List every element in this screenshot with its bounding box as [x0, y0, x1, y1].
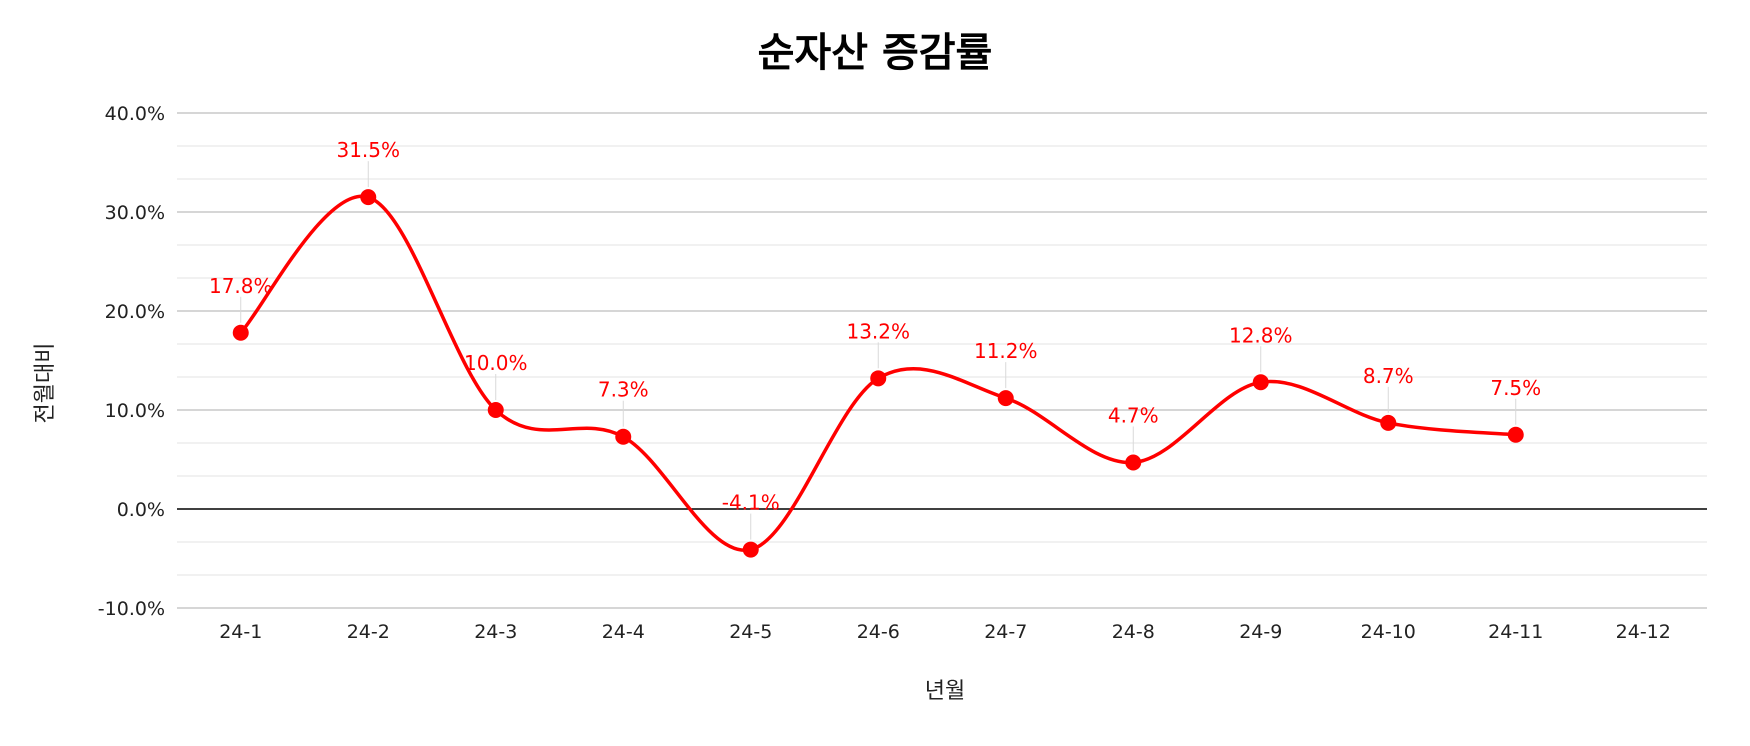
data-label: 8.7%: [1363, 364, 1414, 388]
data-point: [232, 324, 249, 341]
data-label: 4.7%: [1108, 403, 1159, 427]
data-point: [360, 189, 377, 206]
x-axis-label: 년월: [925, 679, 965, 704]
y-axis-label: 전월대비: [33, 343, 58, 424]
x-tick-label: 24-10: [1361, 621, 1416, 643]
data-point: [1380, 414, 1397, 431]
y-axis-ticks: -10.0% 0.0% 10.0% 20.0% 30.0% 40.0%: [98, 103, 165, 620]
gridlines: [177, 112, 1707, 609]
data-points: [232, 189, 1524, 558]
data-point: [997, 390, 1014, 407]
y-tick-label: 20.0%: [105, 301, 165, 323]
data-point: [1125, 454, 1142, 471]
x-tick-label: 24-6: [857, 621, 900, 643]
x-tick-label: 24-2: [347, 621, 390, 643]
y-tick-label: 30.0%: [105, 202, 165, 224]
data-point: [742, 541, 759, 558]
chart-title: 순자산 증감률: [758, 30, 993, 76]
y-tick-label: 40.0%: [105, 103, 165, 125]
data-label: 7.5%: [1490, 376, 1541, 400]
data-label: -4.1%: [722, 491, 780, 515]
data-label: 10.0%: [464, 351, 528, 375]
y-tick-label: -10.0%: [98, 598, 165, 620]
x-tick-label: 24-4: [602, 621, 645, 643]
data-point: [615, 428, 632, 445]
data-label: 12.8%: [1229, 323, 1293, 347]
data-label: 17.8%: [209, 274, 273, 298]
label-leaders: [240, 161, 1517, 540]
x-tick-label: 24-12: [1616, 621, 1671, 643]
data-point: [1252, 374, 1269, 391]
x-tick-label: 24-5: [729, 621, 772, 643]
x-tick-label: 24-1: [219, 621, 262, 643]
data-labels: 17.8% 31.5% 10.0% 7.3% -4.1% 13.2% 11.2% 4.7% 12…: [209, 138, 1541, 514]
x-tick-label: 24-9: [1239, 621, 1282, 643]
data-point: [870, 370, 887, 387]
data-label: 7.3%: [598, 378, 649, 402]
data-point: [1507, 426, 1524, 443]
data-label: 13.2%: [846, 319, 910, 343]
data-point: [487, 402, 504, 418]
y-tick-label: 10.0%: [105, 400, 165, 422]
x-axis-ticks: 24-1 24-2 24-3 24-4 24-5 24-6 24-7 24-8 24-9 24-1…: [219, 621, 1671, 643]
x-tick-label: 24-11: [1488, 621, 1543, 643]
x-tick-label: 24-3: [474, 621, 517, 643]
data-label: 31.5%: [336, 138, 400, 162]
data-label: 11.2%: [974, 339, 1038, 363]
x-tick-label: 24-7: [984, 621, 1027, 643]
y-tick-label: 0.0%: [117, 499, 165, 521]
x-tick-label: 24-8: [1112, 621, 1155, 643]
